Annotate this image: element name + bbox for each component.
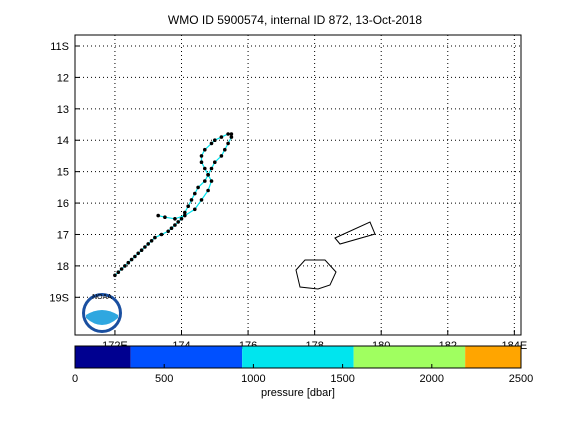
- trajectory-point: [149, 239, 154, 243]
- trajectory-point: [183, 213, 187, 218]
- y-tick-label: 18: [57, 261, 69, 273]
- colorbar-tick-label: 2000: [420, 373, 444, 385]
- trajectory-point: [229, 135, 234, 139]
- trajectory-point: [206, 173, 210, 177]
- trajectory-point: [226, 141, 230, 146]
- trajectory-point: [193, 191, 197, 196]
- colorbar-segment: [465, 346, 521, 368]
- y-tick-label: 17: [57, 229, 69, 241]
- trajectory-point: [166, 229, 170, 234]
- trajectory-point: [229, 132, 234, 136]
- trajectory-point: [133, 254, 137, 259]
- colorbar-tick-label: 1500: [330, 373, 354, 385]
- plot-area: [74, 34, 522, 336]
- trajectory-point: [186, 204, 190, 208]
- trajectory-point: [169, 226, 174, 230]
- trajectory-point: [203, 166, 207, 171]
- colorbar-segment: [353, 346, 466, 368]
- trajectory-point: [119, 267, 124, 271]
- trajectory-point: [219, 154, 224, 158]
- colorbar-tick-label: 500: [155, 373, 173, 385]
- trajectory-point: [209, 141, 214, 146]
- trajectory-point: [213, 138, 217, 142]
- chart-title: WMO ID 5900574, internal ID 872, 13-Oct-…: [168, 13, 422, 27]
- trajectory-point: [199, 154, 204, 158]
- trajectory-point: [196, 185, 200, 190]
- trajectory-point: [163, 215, 167, 219]
- trajectory-series: [113, 132, 234, 278]
- colorbar-label: pressure [dbar]: [261, 387, 335, 399]
- trajectory-point: [206, 188, 210, 193]
- colorbar-segment: [242, 346, 354, 368]
- trajectory-point: [176, 220, 180, 224]
- trajectory-point: [183, 210, 187, 215]
- colorbar-frame: [74, 345, 522, 369]
- trajectory-point: [139, 248, 144, 252]
- trajectory-point: [126, 260, 131, 265]
- trajectory-point: [203, 179, 207, 183]
- trajectory-point: [153, 235, 157, 240]
- island-outline-2: [295, 259, 337, 290]
- y-tick-label: 16: [57, 198, 69, 210]
- colorbar-tick-label: 1000: [241, 373, 265, 385]
- y-tick-label: 14: [57, 135, 69, 147]
- noaa-logo-text: NOAA: [92, 294, 112, 301]
- y-tick-label: 13: [57, 104, 69, 116]
- y-tick-label: 11S: [50, 41, 69, 53]
- trajectory-point: [219, 135, 224, 139]
- trajectory-point: [173, 217, 177, 221]
- island-outline-1: [334, 221, 376, 245]
- trajectory-point: [199, 160, 204, 164]
- colorbar-tick-label: 0: [72, 373, 78, 385]
- trajectory-point: [193, 207, 197, 212]
- trajectory-point: [146, 242, 150, 246]
- trajectory-point: [136, 251, 140, 256]
- trajectory-point: [143, 245, 147, 249]
- trajectory-point: [159, 232, 164, 237]
- trajectory-point: [226, 132, 230, 136]
- y-tick-label: 19S: [49, 292, 69, 304]
- trajectory-point: [113, 273, 117, 278]
- trajectory-point: [203, 147, 207, 152]
- trajectory-point: [209, 166, 214, 171]
- trajectory-point: [156, 213, 160, 218]
- noaa-logo: NOAA: [82, 293, 122, 333]
- trajectory-point: [116, 270, 121, 275]
- trajectory-point: [129, 257, 134, 262]
- colorbar-segment: [75, 346, 131, 368]
- colorbar-tick-label: 2500: [509, 373, 533, 385]
- trajectory-point: [213, 160, 217, 164]
- trajectory-point: [223, 147, 227, 152]
- trajectory-point: [189, 198, 194, 202]
- colorbar-segment: [130, 346, 243, 368]
- trajectory-point: [173, 223, 177, 227]
- trajectory-point: [123, 264, 127, 268]
- y-tick-label: 12: [57, 72, 69, 84]
- trajectory-point: [179, 217, 184, 221]
- trajectory-point: [199, 198, 204, 202]
- pressure-colorbar: 0 500 1000 1500 2000 2500: [72, 345, 533, 385]
- y-tick-label: 15: [57, 167, 69, 179]
- trajectory-point: [209, 179, 214, 183]
